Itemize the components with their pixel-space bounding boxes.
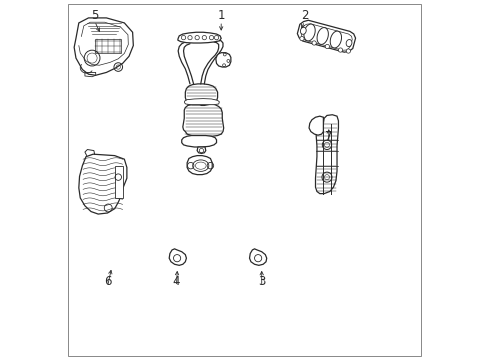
Polygon shape (79, 154, 126, 214)
Polygon shape (308, 116, 323, 135)
Polygon shape (311, 41, 316, 45)
Polygon shape (303, 24, 315, 41)
Polygon shape (249, 249, 266, 265)
Bar (94, 39, 121, 53)
Polygon shape (301, 24, 351, 50)
Polygon shape (74, 18, 133, 75)
Polygon shape (297, 20, 355, 52)
Text: 6: 6 (103, 275, 111, 288)
Text: 4: 4 (172, 275, 180, 288)
Polygon shape (178, 32, 221, 43)
Polygon shape (315, 115, 338, 194)
Text: 5: 5 (91, 9, 98, 22)
Polygon shape (346, 49, 350, 53)
Polygon shape (316, 28, 327, 44)
Polygon shape (300, 27, 305, 34)
Polygon shape (115, 166, 123, 198)
Polygon shape (197, 147, 205, 153)
Text: 2: 2 (301, 9, 308, 22)
Polygon shape (325, 44, 329, 49)
Polygon shape (182, 135, 216, 147)
Polygon shape (184, 99, 219, 105)
Text: 1: 1 (217, 9, 224, 22)
Polygon shape (329, 31, 341, 48)
Polygon shape (185, 84, 217, 105)
Polygon shape (338, 48, 342, 52)
Polygon shape (215, 53, 230, 67)
Polygon shape (169, 249, 186, 265)
Text: 7: 7 (325, 130, 332, 144)
Polygon shape (187, 156, 212, 175)
Polygon shape (183, 104, 223, 136)
Polygon shape (299, 36, 304, 41)
Polygon shape (346, 40, 351, 46)
Text: 3: 3 (258, 275, 265, 288)
